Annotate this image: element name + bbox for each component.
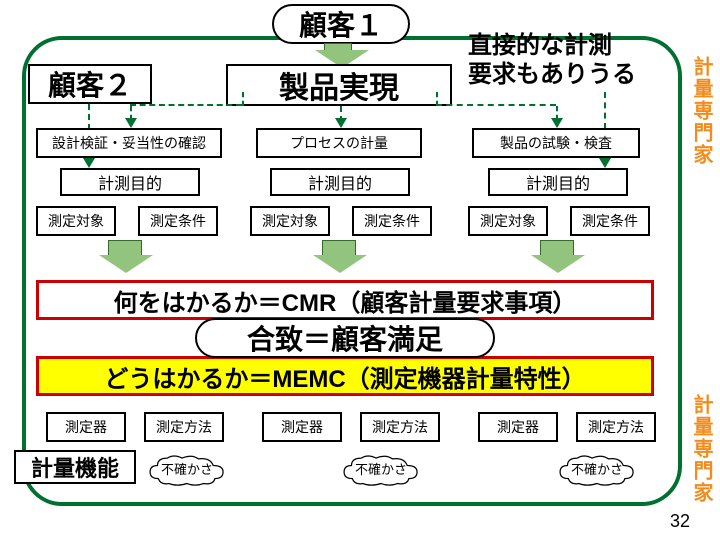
cloud-1: 不確かさ xyxy=(146,454,228,482)
method-1-label: 測定方法 xyxy=(156,417,212,437)
purpose-right-label: 計測目的 xyxy=(526,170,590,194)
dash-center-tip xyxy=(335,118,347,128)
arrow-tc-1 xyxy=(108,240,142,256)
product-realization-box: 製品実現 xyxy=(226,64,452,106)
method-2: 測定方法 xyxy=(360,412,440,442)
method-2-label: 測定方法 xyxy=(372,417,428,437)
metrology-function-box: 計量機能 xyxy=(14,450,136,484)
process-left: 設計検証・妥当性の確認 xyxy=(36,128,222,158)
dash-left-tip xyxy=(125,118,137,128)
customer1-label: 顧客１ xyxy=(299,4,383,44)
purpose-center: 計測目的 xyxy=(270,168,410,196)
page-number: 32 xyxy=(670,511,690,532)
dash-right-h xyxy=(436,104,556,106)
arrow-customer1-down xyxy=(324,43,352,51)
dash-cust2-tip xyxy=(83,158,95,168)
target-2: 測定対象 xyxy=(250,206,330,236)
process-center: プロセスの計量 xyxy=(256,128,422,158)
cond-1: 測定条件 xyxy=(138,206,218,236)
cond-2-label: 測定条件 xyxy=(364,211,420,231)
product-realization-label: 製品実現 xyxy=(279,63,399,107)
process-right-label: 製品の試験・検査 xyxy=(500,133,612,153)
cond-1-label: 測定条件 xyxy=(150,211,206,231)
customer2-box: 顧客２ xyxy=(28,64,152,104)
arrow-tc-2 xyxy=(322,240,356,256)
side-label-upper: 計量専門家 xyxy=(687,56,716,166)
customer1-box: 顧客１ xyxy=(272,4,410,44)
target-1-label: 測定対象 xyxy=(48,211,104,231)
target-3: 測定対象 xyxy=(468,206,548,236)
arrow-tc-3 xyxy=(540,240,574,256)
device-1: 測定器 xyxy=(46,412,126,442)
dash-left-h xyxy=(130,104,242,106)
device-3: 測定器 xyxy=(478,412,558,442)
process-right: 製品の試験・検査 xyxy=(472,128,640,158)
dash-left-v2 xyxy=(242,92,244,106)
cmr-label: 何をはかるか＝CMR（顧客計量要求事項） xyxy=(114,283,577,318)
process-left-label: 設計検証・妥当性の確認 xyxy=(52,133,206,153)
cloud-2-label: 不確かさ xyxy=(355,459,407,478)
cmr-band: 何をはかるか＝CMR（顧客計量要求事項） xyxy=(36,280,654,320)
purpose-left-label: 計測目的 xyxy=(98,170,162,194)
purpose-center-label: 計測目的 xyxy=(308,170,372,194)
memc-band: どうはかるか＝MEMC（測定機器計量特性） xyxy=(36,356,654,396)
metrology-function-label: 計量機能 xyxy=(31,451,119,483)
device-2-label: 測定器 xyxy=(281,417,323,437)
purpose-right: 計測目的 xyxy=(488,168,628,196)
method-3-label: 測定方法 xyxy=(588,417,644,437)
target-2-label: 測定対象 xyxy=(262,211,318,231)
cond-3-label: 測定条件 xyxy=(582,211,638,231)
side-label-lower: 計量専門家 xyxy=(687,394,716,504)
cloud-3-label: 不確かさ xyxy=(571,459,623,478)
dash-right-tip xyxy=(551,118,563,128)
cond-3: 測定条件 xyxy=(570,206,650,236)
device-3-label: 測定器 xyxy=(497,417,539,437)
device-1-label: 測定器 xyxy=(65,417,107,437)
device-2: 測定器 xyxy=(262,412,342,442)
cloud-2: 不確かさ xyxy=(340,454,422,482)
right-note-line1: 直接的な計測 xyxy=(468,32,636,61)
match-label: 合致＝顧客満足 xyxy=(247,318,443,358)
process-center-label: プロセスの計量 xyxy=(290,133,388,153)
purpose-left: 計測目的 xyxy=(60,168,200,196)
dash-rn-tip xyxy=(599,158,611,168)
customer2-label: 顧客２ xyxy=(48,64,132,104)
cond-2: 測定条件 xyxy=(352,206,432,236)
dash-right-v2 xyxy=(436,92,438,106)
match-pill: 合致＝顧客満足 xyxy=(195,318,495,358)
right-note: 直接的な計測 要求もありうる xyxy=(468,32,636,90)
target-1: 測定対象 xyxy=(36,206,116,236)
method-3: 測定方法 xyxy=(576,412,656,442)
cloud-3: 不確かさ xyxy=(556,454,638,482)
memc-label: どうはかるか＝MEMC（測定機器計量特性） xyxy=(104,359,585,394)
method-1: 測定方法 xyxy=(144,412,224,442)
cloud-1-label: 不確かさ xyxy=(161,459,213,478)
target-3-label: 測定対象 xyxy=(480,211,536,231)
right-note-line2: 要求もありうる xyxy=(468,61,636,90)
